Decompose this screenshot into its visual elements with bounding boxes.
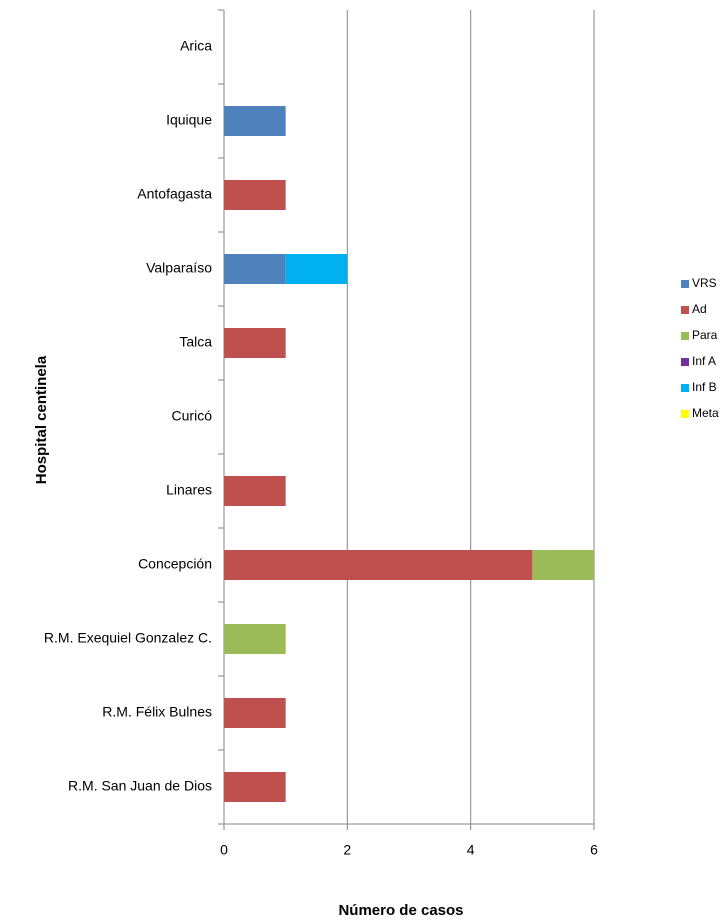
legend-label: Ad (692, 302, 707, 316)
x-tick-label: 2 (343, 842, 351, 858)
y-tick-label: Iquique (166, 112, 212, 128)
y-tick-label: Arica (180, 38, 212, 54)
legend-label: Meta (692, 406, 719, 420)
legend-swatch (681, 280, 689, 288)
legend-swatch (681, 410, 689, 418)
legend-label: Inf B (692, 380, 717, 394)
bar (532, 550, 594, 580)
y-axis-label: Hospital centinela (33, 355, 50, 484)
bar (224, 254, 286, 284)
y-tick-label: R.M. Félix Bulnes (102, 704, 212, 720)
legend-swatch (681, 358, 689, 366)
y-tick-label: R.M. Exequiel Gonzalez C. (44, 630, 212, 646)
bar (224, 328, 286, 358)
y-tick-label: Talca (179, 334, 212, 350)
bar (224, 698, 286, 728)
bar (224, 476, 286, 506)
legend-label: Para (692, 328, 718, 342)
bar (285, 254, 348, 284)
bar (224, 550, 533, 580)
legend-swatch (681, 384, 689, 392)
x-axis-label: Número de casos (338, 902, 463, 919)
legend-label: Inf A (692, 354, 716, 368)
y-tick-label: Linares (166, 482, 212, 498)
y-tick-label: Concepción (138, 556, 212, 572)
legend-label: VRS (692, 276, 717, 290)
x-tick-label: 0 (220, 842, 228, 858)
legend-swatch (681, 332, 689, 340)
y-tick-label: Curicó (172, 408, 213, 424)
y-tick-label: Valparaíso (146, 260, 212, 276)
legend: VRS Ad Para Inf A Inf B Meta (681, 276, 719, 420)
x-tick-label: 4 (467, 842, 475, 858)
y-tick-label: Antofagasta (137, 186, 212, 202)
legend-swatch (681, 306, 689, 314)
bar (224, 624, 286, 654)
x-tick-label: 6 (590, 842, 598, 858)
bar (224, 180, 286, 210)
bar (224, 106, 286, 136)
y-tick-label: R.M. San Juan de Dios (68, 778, 212, 794)
bar (224, 772, 286, 802)
